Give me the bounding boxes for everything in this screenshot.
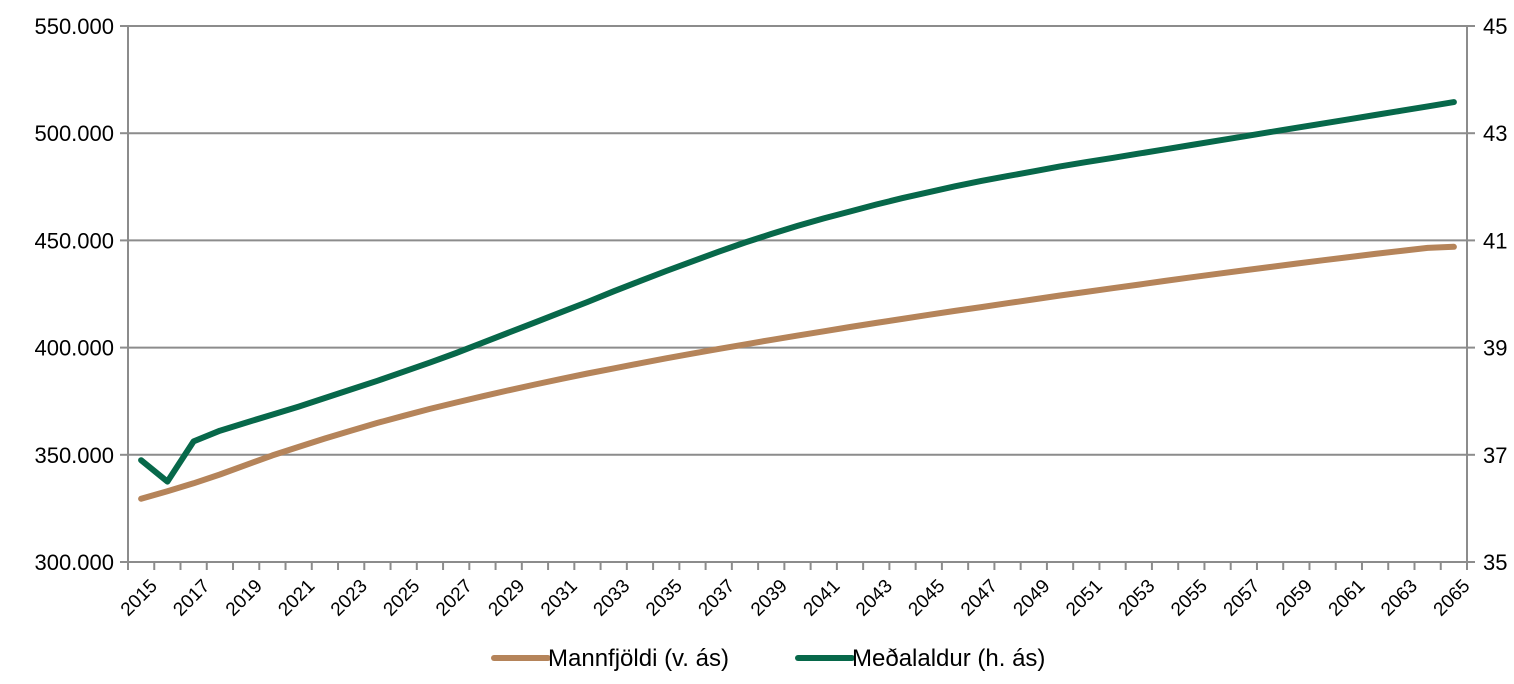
x-tick-label: 2023 [327, 576, 372, 621]
x-tick-label: 2029 [485, 576, 530, 621]
x-tick-label: 2043 [852, 576, 897, 621]
y-right-tick-label: 45 [1483, 14, 1507, 39]
x-tick-label: 2057 [1220, 576, 1265, 621]
x-tick-label: 2053 [1115, 576, 1160, 621]
series-lines [138, 99, 1457, 502]
x-tick-label: 2045 [905, 576, 950, 621]
series-line-mannfjoldi [138, 243, 1457, 502]
x-tick-label: 2055 [1167, 576, 1212, 621]
legend-label: Meðalaldur (h. ás) [852, 645, 1045, 672]
y-right-tick-label: 39 [1483, 336, 1507, 361]
x-tick-label: 2039 [747, 576, 792, 621]
y-right-tick-label: 37 [1483, 443, 1507, 468]
legend: Mannfjöldi (v. ás) Meðalaldur (h. ás) [491, 645, 1045, 672]
gridlines [128, 25, 1467, 563]
x-tick-label: 2031 [537, 576, 582, 621]
y-right-tick-label: 43 [1483, 121, 1507, 146]
x-tick-label: 2037 [695, 576, 740, 621]
x-tick-label: 2063 [1377, 576, 1422, 621]
x-tick-label: 2025 [380, 576, 425, 621]
x-tick-label: 2051 [1062, 576, 1107, 621]
x-tick-label: 2049 [1010, 576, 1055, 621]
y-left-tick-label: 350.000 [34, 443, 114, 468]
y-left-tick-label: 450.000 [34, 228, 114, 253]
series-line-medalaldur [138, 99, 1457, 485]
legend-label: Mannfjöldi (v. ás) [548, 645, 729, 672]
x-tick-label: 2035 [642, 576, 687, 621]
x-tick-label: 2059 [1272, 576, 1317, 621]
y-right-tick-label: 35 [1483, 550, 1507, 575]
x-tick-label: 2015 [117, 576, 162, 621]
y-left-tick-label: 500.000 [34, 121, 114, 146]
y-right-tick-label: 41 [1483, 228, 1507, 253]
y-left-tick-label: 300.000 [34, 550, 114, 575]
x-tick-label: 2047 [957, 576, 1002, 621]
x-tick-label: 2061 [1325, 576, 1370, 621]
y-left-tick-label: 550.000 [34, 14, 114, 39]
x-tick-label: 2033 [590, 576, 635, 621]
x-tick-label: 2041 [800, 576, 845, 621]
x-tick-label: 2019 [222, 576, 267, 621]
axes: 300.000 35 350.000 37 400.000 39 450.000 41 500.… [34, 14, 1507, 620]
x-tick-label: 2065 [1430, 576, 1475, 621]
x-tick-label: 2021 [274, 576, 319, 621]
y-left-tick-label: 400.000 [34, 336, 114, 361]
x-tick-label: 2017 [169, 576, 214, 621]
x-tick-label: 2027 [432, 576, 477, 621]
